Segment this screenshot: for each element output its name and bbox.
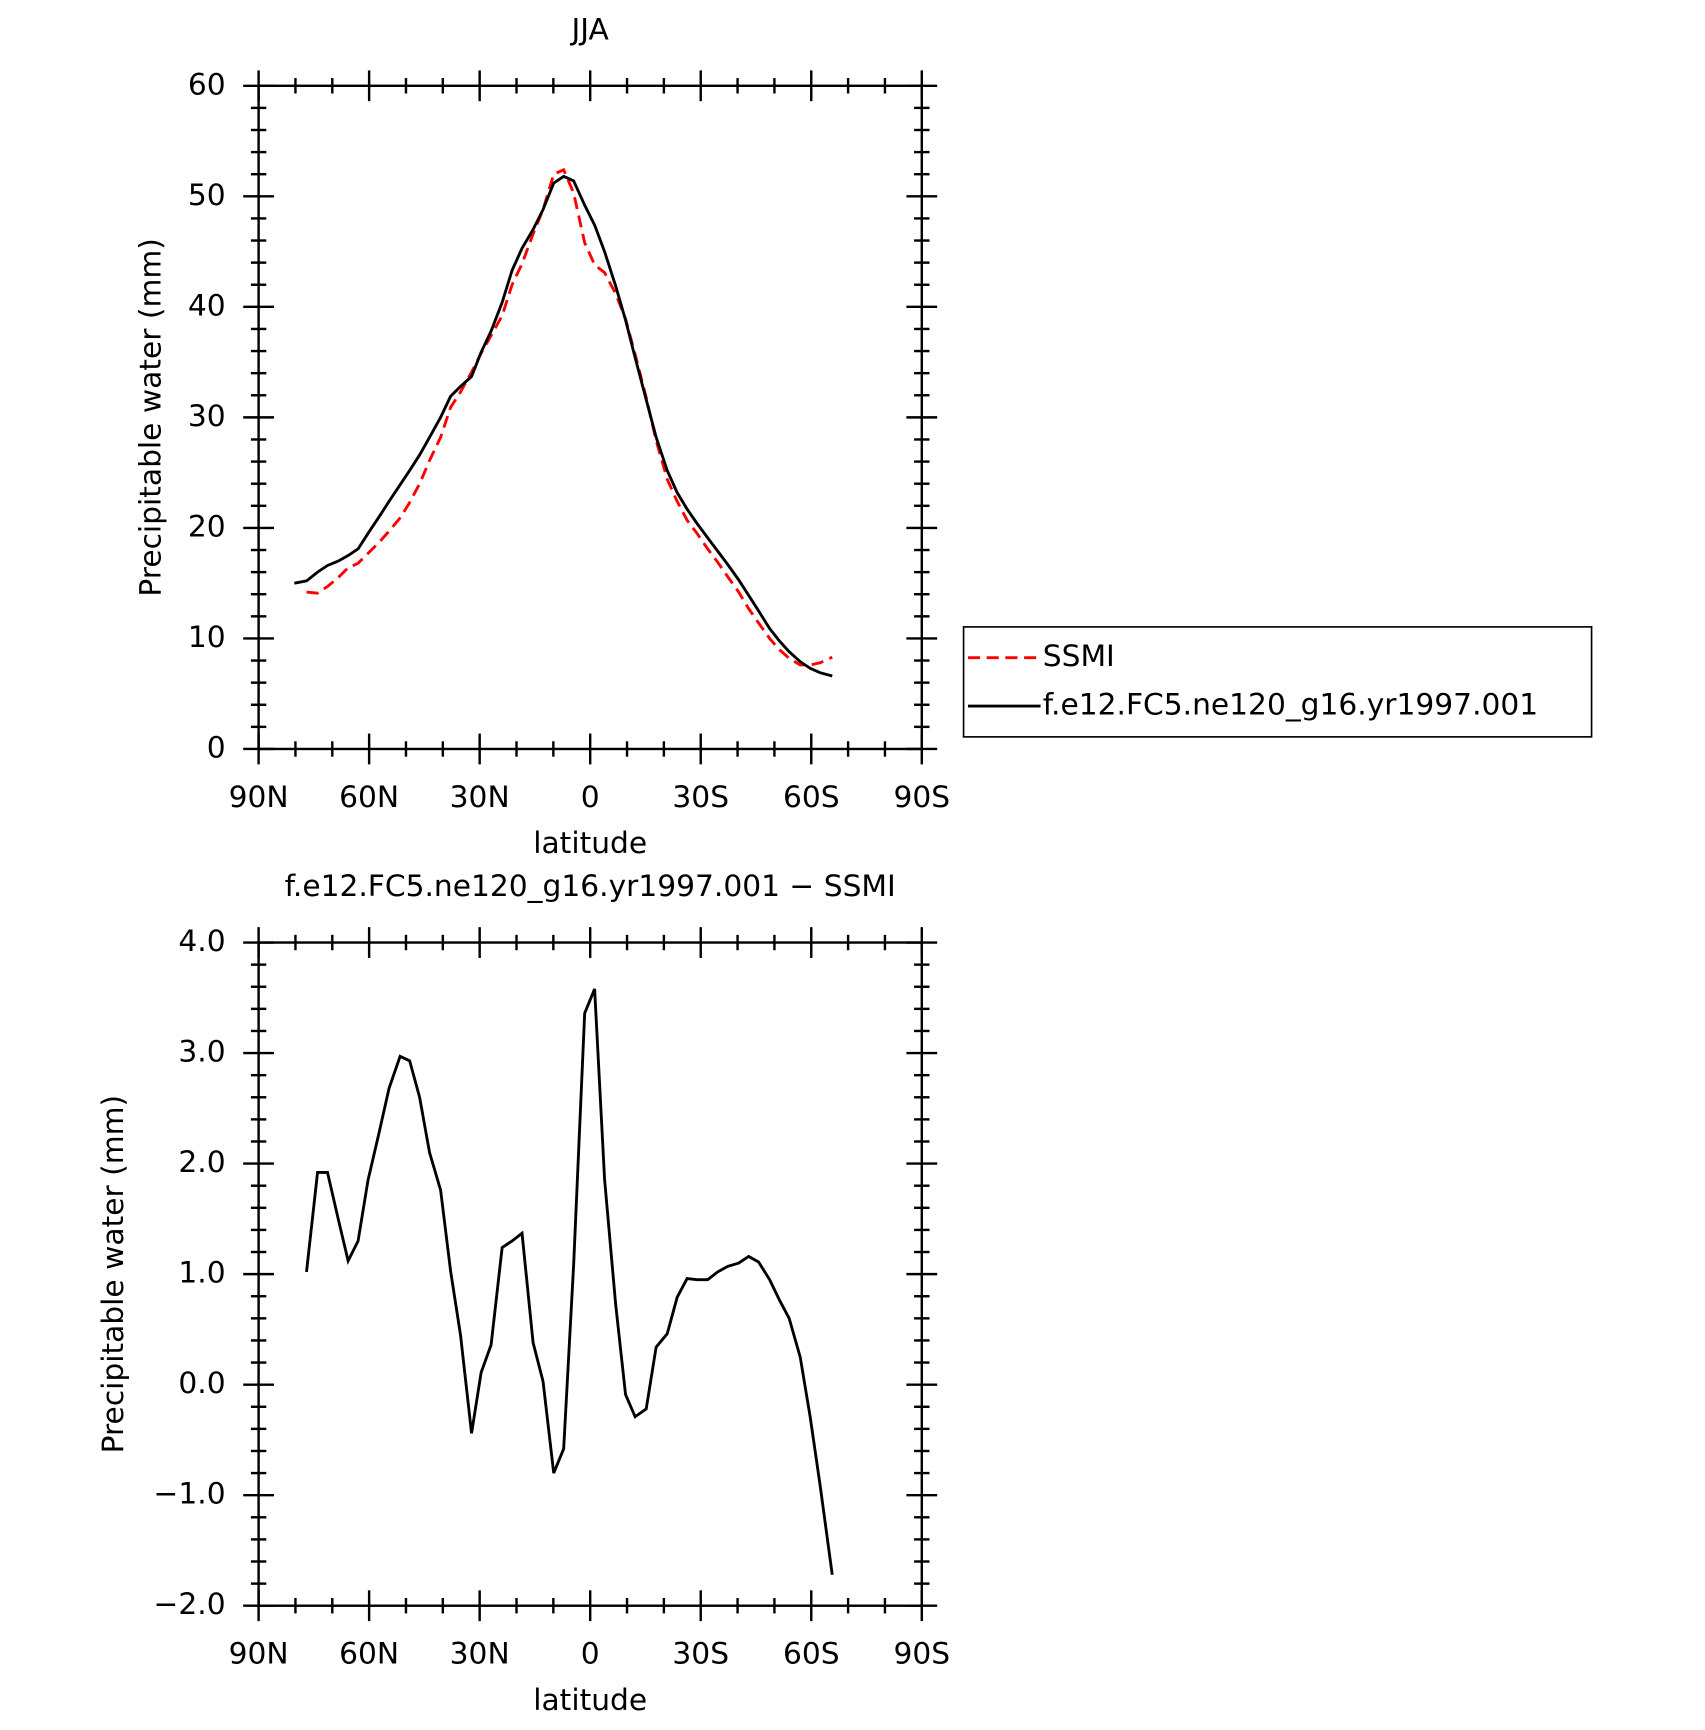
y-tick-label: 3.0 [178,1035,225,1070]
data-line [294,174,833,678]
y-tick-label: 20 [188,509,226,544]
y-tick-label: 30 [188,399,226,434]
x-tick-label: 0 [581,1637,600,1672]
x-tick-label: 90S [893,780,950,815]
x-tick-label: 60N [339,780,399,815]
y-tick-label: −1.0 [154,1477,226,1512]
y-tick-label: 60 [188,67,226,102]
data-line [306,167,833,667]
x-tick-label: 30N [450,780,510,815]
chart-title: f.e12.FC5.ne120_g16.yr1997.001 − SSMI [285,869,896,904]
legend-box [962,626,1593,738]
x-tick-label: 0 [581,780,600,815]
y-tick-label: 10 [188,620,226,655]
y-axis-label: Precipitable water (mm) [96,1095,131,1454]
y-tick-label: 0 [207,730,226,765]
x-tick-label: 60S [783,780,840,815]
x-axis-label: latitude [533,1683,647,1718]
y-tick-label: 0.0 [178,1366,225,1401]
legend-label: SSMI [1043,639,1115,674]
plot-frame [257,84,923,751]
y-tick-label: 1.0 [178,1256,225,1291]
x-tick-label: 30S [672,780,729,815]
x-tick-label: 90S [893,1637,950,1672]
x-tick-label: 30N [450,1637,510,1672]
x-tick-label: 60N [339,1637,399,1672]
x-axis-label: latitude [533,826,647,861]
y-axis-label: Precipitable water (mm) [133,238,168,597]
y-tick-label: 40 [188,288,226,323]
y-tick-label: −2.0 [154,1587,226,1622]
y-tick-label: 4.0 [178,924,225,959]
x-tick-label: 90N [229,1637,289,1672]
y-tick-label: 50 [188,178,226,213]
x-tick-label: 60S [783,1637,840,1672]
y-tick-label: 2.0 [178,1145,225,1180]
x-tick-label: 30S [672,1637,729,1672]
x-tick-label: 90N [229,780,289,815]
data-line [305,988,834,1575]
chart-title: JJA [570,12,610,47]
legend-label: f.e12.FC5.ne120_g16.yr1997.001 [1043,688,1538,723]
